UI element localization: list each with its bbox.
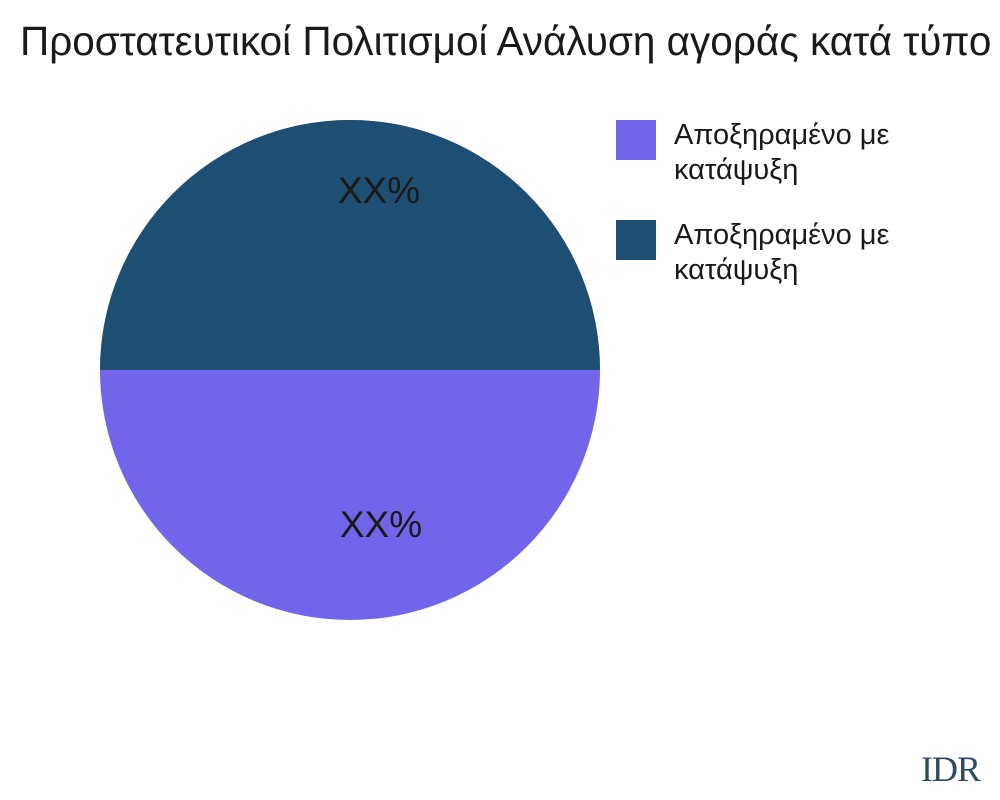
svg-text:XX%: XX% — [338, 170, 420, 211]
svg-text:XX%: XX% — [340, 504, 422, 545]
